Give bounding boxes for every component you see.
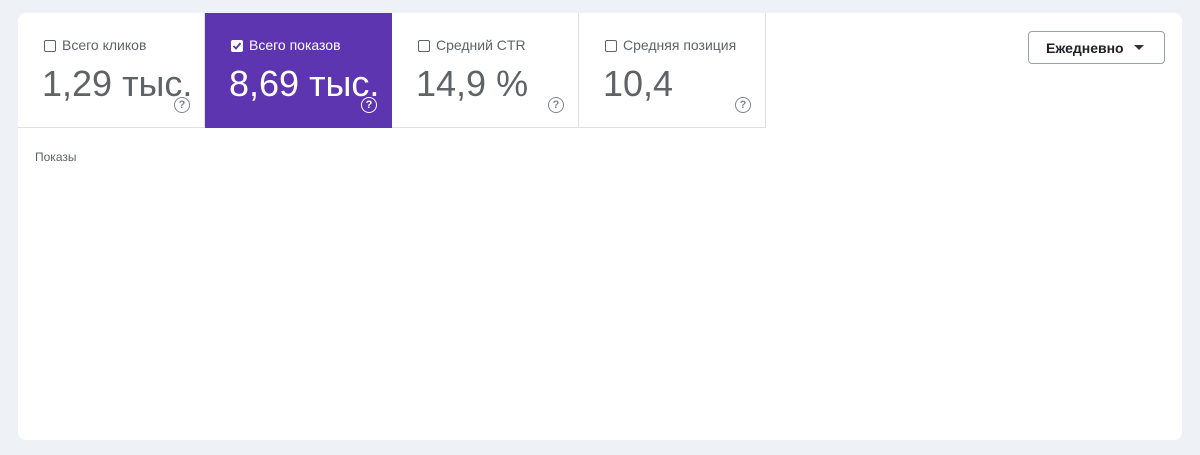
metric-value: 8,69 тыс. [229, 63, 380, 104]
checkbox[interactable] [418, 40, 430, 52]
metric-label: Всего показов [249, 37, 341, 53]
help-icon[interactable]: ? [548, 97, 564, 113]
y-axis-label: Показы [35, 150, 76, 164]
metric-tab[interactable]: Всего кликов 1,29 тыс.? [18, 13, 205, 128]
help-icon[interactable]: ? [361, 97, 377, 113]
period-dropdown[interactable]: Ежедневно [1028, 31, 1165, 64]
metric-tab[interactable]: Средний CTR 14,9 %? [392, 13, 579, 128]
metric-value: 10,4 [603, 63, 674, 104]
check: 015030045022.11.202501.12.202510.12.2025… [232, 42, 242, 50]
metric-label: Всего кликов [62, 37, 147, 53]
metric-label: Средний CTR [436, 37, 526, 53]
checkbox[interactable]: 015030045022.11.202501.12.202510.12.2025… [231, 40, 243, 52]
metric-value: 1,29 тыс. [42, 63, 193, 104]
dropdown-arrow [1134, 45, 1144, 55]
chart: Показы [35, 150, 76, 164]
metric-tab[interactable]: Средняя позиция 10,4? [579, 13, 766, 128]
metric-tab[interactable]: 015030045022.11.202501.12.202510.12.2025… [205, 13, 392, 128]
help-icon[interactable]: ? [174, 97, 190, 113]
metric-label: Средняя позиция [623, 37, 737, 53]
metric-value: 14,9 % [416, 63, 529, 104]
help-icon[interactable]: ? [735, 97, 751, 113]
period-label: Ежедневно [1046, 40, 1124, 56]
checkbox[interactable] [605, 40, 617, 52]
checkbox[interactable] [44, 40, 56, 52]
performance-card: Всего кликов 1,29 тыс.? 015030045022.11.20… [18, 13, 1182, 440]
